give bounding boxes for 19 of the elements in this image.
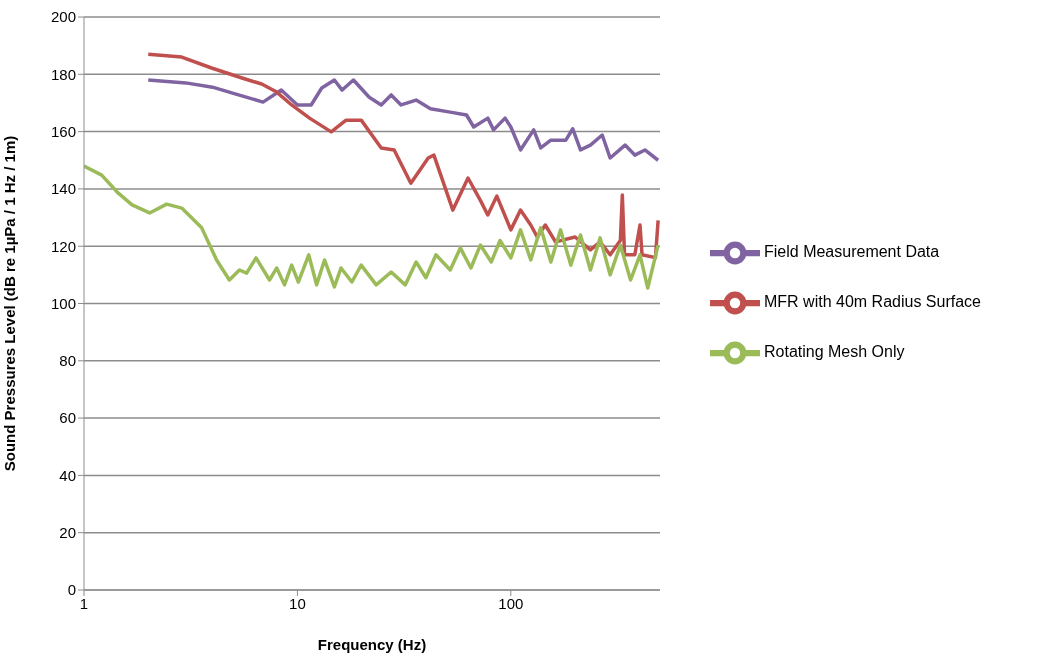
y-tick-label: 180: [50, 65, 76, 83]
y-tick-label: 60: [59, 409, 76, 427]
legend-label: Rotating Mesh Only: [764, 343, 905, 361]
legend-label: Field Measurement Data: [764, 243, 940, 261]
x-tick-label: 10: [289, 594, 306, 612]
y-axis-title: Sound Pressures Level (dB re 1µPa / 1 Hz / 1m): [1, 135, 19, 472]
y-tick-label: 100: [50, 294, 76, 312]
y-tick-label: 20: [59, 524, 76, 542]
y-tick-label: 200: [50, 8, 76, 26]
x-axis-title: Frequency (Hz): [317, 636, 427, 653]
y-tick-label: 120: [50, 237, 76, 255]
y-tick-label: 40: [59, 466, 76, 484]
legend-label: MFR with 40m Radius Surface: [764, 293, 981, 311]
y-tick-label: 80: [59, 352, 76, 370]
y-tick-label: 140: [50, 180, 76, 198]
y-tick-label: 160: [50, 122, 76, 140]
y-tick-label: 0: [67, 581, 76, 599]
x-tick-label: 1: [79, 594, 89, 612]
x-tick-label: 100: [498, 594, 524, 612]
